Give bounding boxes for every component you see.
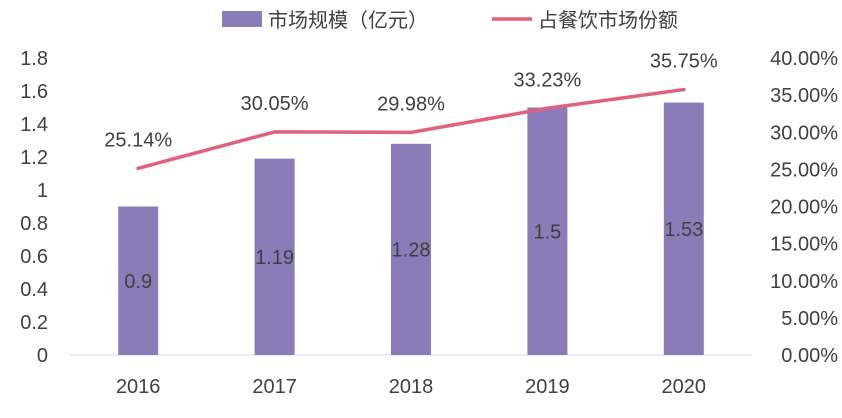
x-axis-ticks: 2016 2017 2018 2019 2020 [116, 376, 706, 398]
line-data-label: 25.14% [104, 129, 172, 151]
bar-data-label: 1.28 [392, 239, 431, 261]
line-data-label: 30.05% [241, 93, 309, 115]
legend: 市场规模（亿元） 占餐饮市场份额 [222, 9, 678, 32]
line-point [545, 106, 550, 111]
line-data-labels: 25.14% 30.05% 29.98% 33.23% 35.75% [104, 51, 718, 152]
right-y-tick: 10.00% [770, 271, 838, 293]
line-data-label: 33.23% [513, 69, 581, 91]
left-y-tick: 1.8 [20, 48, 48, 70]
right-y-tick: 15.00% [770, 234, 838, 256]
right-y-tick: 25.00% [770, 159, 838, 181]
bar-data-label: 1.53 [664, 219, 703, 241]
left-y-tick: 0.4 [20, 279, 48, 301]
bar-data-label: 1.19 [255, 247, 294, 269]
line-point [272, 130, 277, 134]
x-tick-label: 2018 [389, 376, 434, 398]
right-y-axis: 0.00% 5.00% 10.00% 15.00% 20.00% 25.00% 30.00%… [770, 48, 838, 367]
bar [391, 143, 431, 355]
line-series [136, 87, 686, 171]
bar [254, 158, 295, 355]
right-y-tick: 5.00% [781, 308, 838, 330]
line-point [682, 87, 686, 92]
x-tick-label: 2017 [252, 376, 297, 398]
right-y-tick: 35.00% [770, 85, 838, 107]
left-y-axis: 0 0.2 0.4 0.6 0.8 1 1.2 1.4 1.6 1.8 [20, 48, 48, 367]
left-y-tick: 1.4 [20, 114, 48, 136]
bar-series [118, 102, 704, 355]
x-tick-label: 2016 [116, 376, 161, 398]
left-y-tick: 1.6 [20, 81, 48, 103]
bar-data-labels: 0.9 1.19 1.28 1.5 1.53 [124, 219, 703, 293]
bar [527, 107, 568, 355]
line-data-label: 35.75% [650, 51, 718, 73]
bar [663, 102, 704, 355]
left-y-tick: 0.6 [20, 246, 48, 268]
right-y-tick: 20.00% [770, 197, 838, 219]
left-y-tick: 0.8 [20, 213, 48, 235]
right-y-tick: 40.00% [770, 48, 838, 70]
line-point [409, 130, 413, 135]
legend-bar-swatch [222, 11, 262, 27]
line-point [136, 166, 140, 171]
right-y-tick: 0.00% [781, 345, 838, 367]
left-y-tick: 1.2 [20, 147, 48, 169]
legend-line-label: 占餐饮市场份额 [538, 9, 678, 32]
x-tick-label: 2019 [525, 376, 570, 398]
x-tick-label: 2020 [662, 376, 707, 398]
bar-data-label: 0.9 [124, 271, 152, 293]
left-y-tick: 0.2 [20, 312, 48, 334]
bar [118, 206, 159, 355]
left-y-tick: 1 [37, 180, 48, 202]
legend-bar-label: 市场规模（亿元） [268, 9, 428, 32]
line-data-label: 29.98% [377, 93, 445, 115]
left-y-tick: 0 [37, 345, 48, 367]
bar-data-label: 1.5 [533, 221, 561, 243]
right-y-tick: 30.00% [770, 122, 838, 144]
